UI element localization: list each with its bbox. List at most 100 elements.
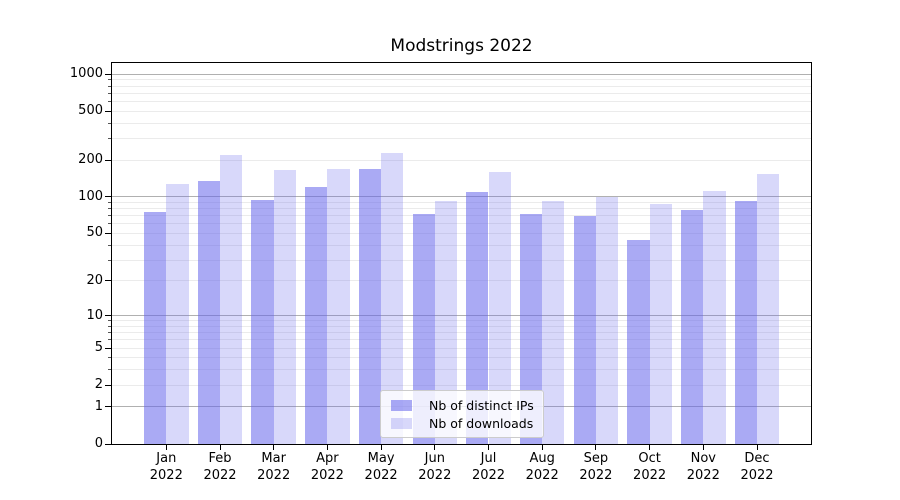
x-tick-month: Nov bbox=[690, 451, 716, 466]
y-minor-tick-mark bbox=[108, 357, 111, 359]
y-minor-tick-mark bbox=[108, 122, 111, 124]
bar-downloads-oct bbox=[649, 203, 672, 444]
x-tick-year: 2022 bbox=[310, 467, 344, 483]
legend-item-distinct-ips: Nb of distinct IPs bbox=[391, 398, 534, 413]
x-tick-label: Jun 2022 bbox=[395, 451, 475, 484]
gridline-minor bbox=[112, 339, 811, 341]
y-minor-tick-mark bbox=[108, 244, 111, 246]
bar-downloads-nov bbox=[703, 190, 726, 444]
bar-downloads-jan bbox=[166, 184, 189, 444]
x-tick-label: Oct 2022 bbox=[610, 451, 690, 484]
y-tick-mark bbox=[105, 110, 111, 112]
gridline-minor bbox=[112, 159, 811, 161]
x-tick-month: Mar bbox=[261, 451, 286, 466]
bar-distinct_ips-feb bbox=[197, 180, 220, 444]
y-minor-tick-mark bbox=[108, 259, 111, 261]
x-tick-month: Apr bbox=[316, 451, 339, 466]
x-tick-year: 2022 bbox=[203, 467, 237, 483]
y-minor-tick-mark bbox=[108, 320, 111, 322]
gridline-minor bbox=[112, 259, 811, 261]
x-tick-mark bbox=[165, 445, 167, 450]
y-minor-tick-mark bbox=[108, 137, 111, 139]
x-tick-label: May 2022 bbox=[341, 451, 421, 484]
y-tick-label: 1 bbox=[94, 398, 103, 414]
x-tick-year: 2022 bbox=[740, 467, 774, 483]
x-tick-label: Mar 2022 bbox=[234, 451, 314, 484]
y-minor-tick-mark bbox=[108, 223, 111, 225]
gridline-minor bbox=[112, 357, 811, 359]
x-tick-mark bbox=[219, 445, 221, 450]
x-tick-year: 2022 bbox=[686, 467, 720, 483]
x-tick-label: Aug 2022 bbox=[502, 451, 582, 484]
plot-area: Nb of distinct IPs Nb of downloads bbox=[111, 62, 812, 445]
x-tick-mark bbox=[488, 445, 489, 450]
x-tick-month: Oct bbox=[638, 451, 661, 466]
y-tick-label: 1000 bbox=[69, 66, 103, 82]
gridline-major bbox=[112, 73, 811, 75]
bar-downloads-jul bbox=[488, 171, 511, 444]
gridline-minor bbox=[112, 208, 811, 210]
x-tick-mark bbox=[595, 445, 597, 450]
y-minor-tick-mark bbox=[108, 325, 111, 327]
bar-downloads-aug bbox=[542, 200, 565, 444]
gridline-minor bbox=[112, 244, 811, 246]
gridline-minor bbox=[112, 320, 811, 322]
x-tick-year: 2022 bbox=[579, 467, 613, 483]
y-tick-label: 100 bbox=[78, 188, 103, 204]
y-tick-mark bbox=[105, 159, 111, 161]
bar-distinct_ips-apr bbox=[305, 187, 328, 444]
bar-distinct_ips-oct bbox=[627, 240, 650, 444]
x-tick-year: 2022 bbox=[471, 467, 506, 483]
legend-label-downloads: Nb of downloads bbox=[429, 416, 534, 431]
gridline-minor bbox=[112, 110, 811, 112]
gridline-minor bbox=[112, 85, 811, 87]
bar-downloads-jun bbox=[434, 201, 458, 444]
x-tick-month: Dec bbox=[744, 451, 770, 466]
bar-distinct_ips-jan bbox=[144, 212, 167, 444]
y-tick-mark bbox=[105, 406, 111, 408]
chart-title: Modstrings 2022 bbox=[390, 36, 533, 56]
x-tick-month: Feb bbox=[208, 451, 232, 466]
legend-swatch-distinct-ips-icon bbox=[391, 400, 412, 411]
y-tick-label: 0 bbox=[94, 436, 103, 451]
y-minor-tick-mark bbox=[108, 339, 111, 341]
gridline-minor bbox=[112, 201, 811, 203]
y-tick-label: 50 bbox=[86, 225, 103, 241]
gridline-major bbox=[112, 196, 811, 198]
x-tick-year: 2022 bbox=[418, 467, 452, 483]
y-minor-tick-mark bbox=[108, 79, 111, 81]
y-minor-tick-mark bbox=[108, 100, 111, 102]
x-tick-mark bbox=[434, 445, 436, 450]
bar-downloads-dec bbox=[757, 173, 780, 444]
x-tick-label: Jan 2022 bbox=[126, 451, 206, 484]
y-tick-label: 10 bbox=[86, 307, 103, 323]
x-tick-mark bbox=[756, 445, 758, 450]
gridline-minor bbox=[112, 122, 811, 124]
y-minor-tick-mark bbox=[108, 201, 111, 203]
x-tick-month: Sep bbox=[583, 451, 609, 466]
bar-distinct_ips-dec bbox=[734, 200, 757, 444]
x-tick-label: Apr 2022 bbox=[287, 451, 367, 484]
legend: Nb of distinct IPs Nb of downloads bbox=[380, 390, 544, 438]
bar-distinct_ips-may bbox=[358, 169, 382, 444]
bar-distinct_ips-aug bbox=[519, 214, 543, 444]
gridline-minor bbox=[112, 223, 811, 225]
y-minor-tick-mark bbox=[108, 208, 111, 210]
gridline-minor bbox=[112, 137, 811, 139]
legend-label-distinct-ips: Nb of distinct IPs bbox=[429, 398, 534, 413]
y-tick-label: 20 bbox=[86, 272, 103, 288]
gridline-minor bbox=[112, 384, 811, 386]
y-minor-tick-mark bbox=[108, 92, 111, 94]
x-tick-mark bbox=[541, 445, 543, 450]
x-tick-label: Nov 2022 bbox=[663, 451, 743, 484]
x-tick-label: Feb 2022 bbox=[180, 451, 260, 484]
gridline-minor bbox=[112, 325, 811, 327]
bar-downloads-apr bbox=[327, 169, 350, 444]
gridline-minor bbox=[112, 215, 811, 217]
y-tick-mark bbox=[105, 347, 111, 349]
x-tick-year: 2022 bbox=[525, 467, 559, 483]
x-tick-month: Jun bbox=[424, 451, 445, 466]
x-tick-year: 2022 bbox=[257, 467, 291, 483]
bar-distinct_ips-jul bbox=[466, 191, 489, 444]
y-tick-label: 2 bbox=[94, 377, 103, 393]
